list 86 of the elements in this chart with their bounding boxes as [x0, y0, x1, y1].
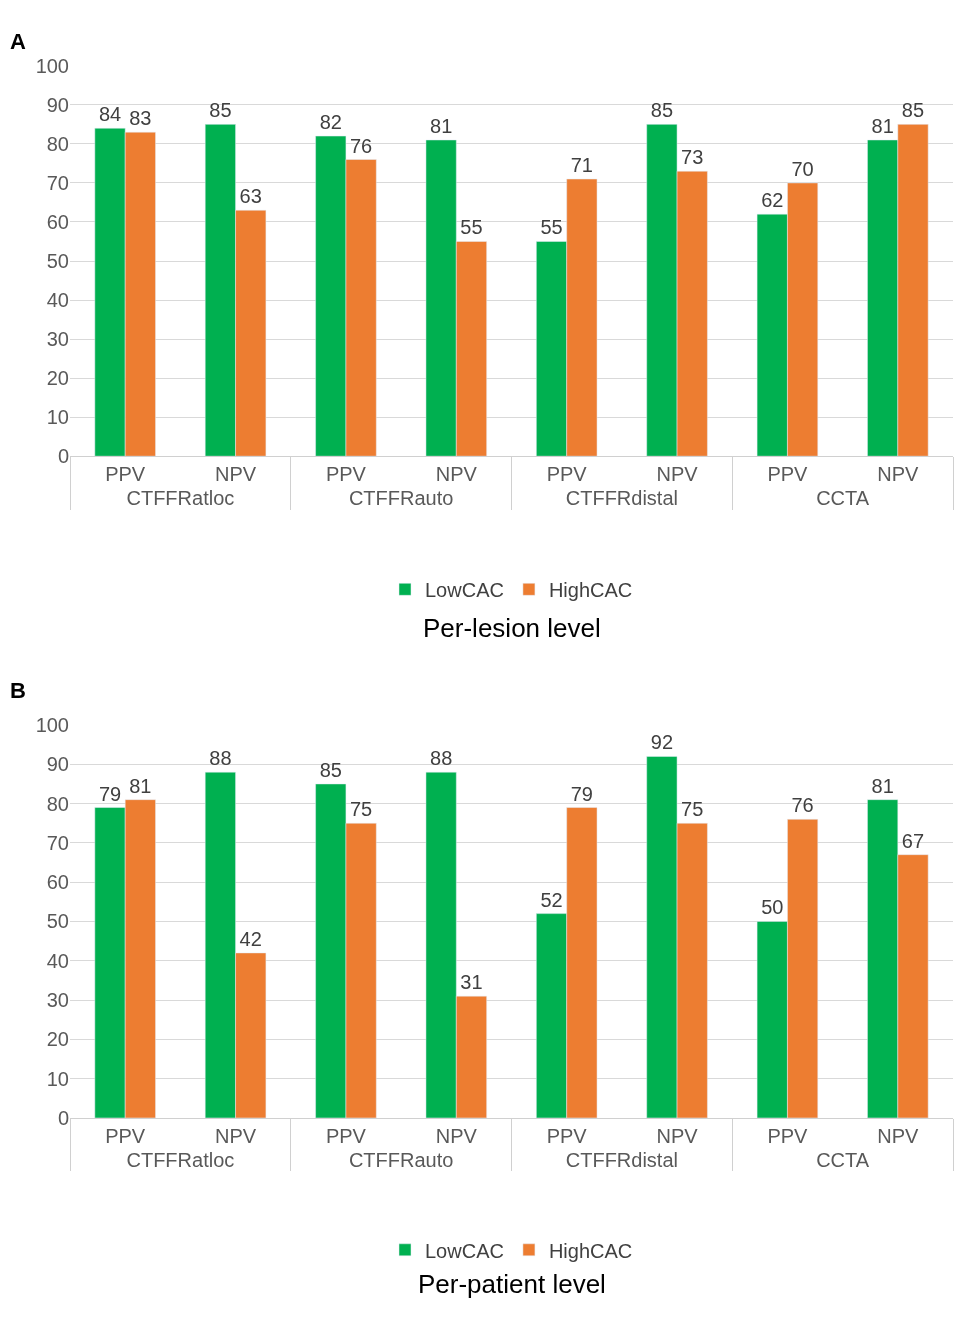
data-label: 79: [98, 782, 122, 805]
y-tick-label: 20: [46, 367, 69, 390]
text: CCTA: [816, 487, 870, 510]
x-tick-label: PPV: [546, 463, 588, 486]
text: CTFFRdistal: [565, 1148, 678, 1171]
x-tick-label: NPV: [656, 1124, 699, 1147]
data-label: 63: [239, 185, 262, 208]
text: CTFFRdistal: [565, 487, 678, 510]
x-tick-label: PPV: [767, 1124, 809, 1147]
text: CTFFRauto: [348, 1148, 454, 1171]
data-label: 31: [460, 971, 483, 994]
x-tick-label: PPV: [105, 1124, 146, 1147]
legend-label: HighCAC: [548, 579, 633, 602]
data-label: 55: [460, 216, 483, 239]
data-label: 92: [650, 731, 674, 754]
data-label: 75: [349, 798, 373, 821]
data-label: 81: [871, 114, 894, 137]
data-label: 42: [239, 927, 262, 950]
y-tick-label: 80: [46, 792, 69, 815]
y-tick-label: 30: [46, 989, 69, 1012]
text: A: [10, 29, 26, 54]
data-label: 67: [901, 829, 925, 852]
data-label: 82: [319, 111, 342, 134]
x-tick-label: NPV: [877, 1124, 920, 1147]
y-tick-label: 40: [46, 289, 69, 312]
data-label: 75: [681, 798, 704, 821]
data-label: 55: [540, 216, 563, 239]
y-tick-label: 70: [46, 831, 69, 854]
x-tick-label: NPV: [656, 463, 699, 486]
text: Per-patient level: [418, 1269, 606, 1299]
data-label: 76: [791, 794, 814, 817]
y-tick-label: 90: [46, 753, 69, 776]
x-tick-label: NPV: [435, 463, 478, 486]
data-label: 70: [791, 157, 814, 180]
x-tick-label: PPV: [767, 463, 809, 486]
data-label: 85: [209, 99, 232, 122]
y-tick-label: 10: [46, 1067, 69, 1090]
data-label: 52: [540, 888, 563, 911]
y-tick-label: 50: [46, 910, 69, 933]
x-tick-label: NPV: [435, 1124, 478, 1147]
data-label: 85: [901, 99, 925, 122]
y-tick-label: 0: [57, 445, 69, 468]
y-tick-label: 80: [46, 132, 69, 155]
y-tick-label: 60: [46, 871, 69, 894]
data-label: 88: [209, 747, 232, 770]
text: CTFFRatloc: [126, 1148, 235, 1171]
y-tick-label: 10: [46, 406, 69, 429]
data-label: 81: [871, 774, 894, 797]
y-tick-label: 0: [57, 1106, 69, 1129]
x-tick-label: NPV: [877, 463, 920, 486]
y-tick-label: 30: [46, 328, 69, 351]
x-tick-label: PPV: [325, 1124, 367, 1147]
x-tick-label: NPV: [215, 463, 257, 486]
data-label: 83: [129, 107, 152, 130]
data-label: 50: [761, 896, 784, 919]
data-label: 62: [761, 189, 784, 212]
y-tick-label: 50: [46, 250, 69, 272]
y-tick-label: 100: [35, 714, 69, 736]
y-tick-label: 60: [46, 210, 69, 233]
legend-label: HighCAC: [548, 1239, 633, 1262]
data-label: 85: [319, 758, 342, 781]
data-label: 71: [570, 154, 593, 177]
x-tick-label: NPV: [215, 1124, 257, 1147]
y-tick-label: 40: [46, 949, 69, 972]
y-tick-label: 90: [46, 93, 69, 116]
y-tick-label: 20: [46, 1028, 69, 1051]
x-tick-label: PPV: [546, 1124, 588, 1147]
data-label: 84: [98, 103, 122, 126]
data-label: 76: [349, 134, 373, 157]
data-label: 73: [681, 146, 704, 169]
text: B: [10, 678, 26, 703]
y-tick-label: 100: [35, 54, 69, 77]
x-tick-label: PPV: [325, 463, 367, 486]
legend-label: LowCAC: [425, 1239, 504, 1262]
data-label: 81: [129, 774, 152, 797]
x-tick-label: PPV: [105, 463, 146, 486]
legend-label: LowCAC: [425, 579, 504, 602]
text: Per-lesion level: [423, 613, 601, 643]
y-tick-label: 70: [46, 171, 69, 194]
text: CTFFRatloc: [126, 487, 235, 510]
data-label: 85: [650, 99, 674, 122]
text: CCTA: [816, 1148, 870, 1171]
data-label: 81: [430, 114, 453, 137]
data-label: 88: [430, 747, 453, 770]
text: CTFFRauto: [348, 487, 454, 510]
data-label: 79: [570, 782, 593, 805]
